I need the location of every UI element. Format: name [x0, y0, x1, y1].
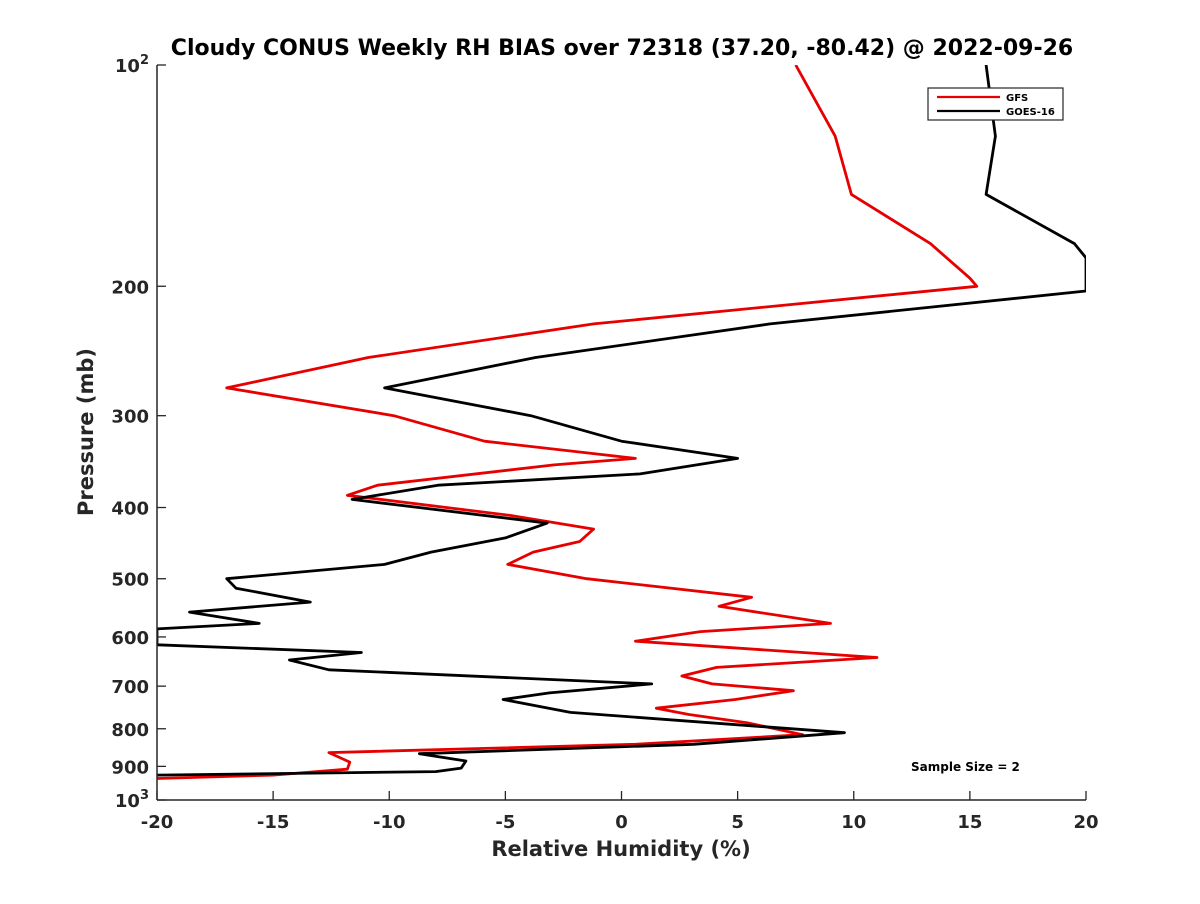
x-tick-label: -10	[373, 812, 406, 833]
series-line-gfs	[157, 65, 979, 780]
x-axis-label: Relative Humidity (%)	[491, 837, 750, 861]
y-tick-label: 500	[111, 570, 149, 591]
x-tick-label: 20	[1073, 812, 1098, 833]
x-tick-label: -5	[495, 812, 515, 833]
x-axis-ticks: -20 -15 -10 -5 0 5 10 15 20	[141, 791, 1099, 833]
y-tick-label: 600	[111, 628, 149, 649]
y-tick-label: 200	[111, 277, 149, 298]
plot-background	[157, 65, 1086, 800]
legend-label-gfs: GFS	[1006, 93, 1028, 104]
series-layer	[157, 65, 1086, 780]
x-tick-label: -15	[257, 812, 290, 833]
x-tick-label: 5	[731, 812, 744, 833]
y-tick-label: 900	[111, 757, 149, 778]
sample-size-annotation: Sample Size = 2	[911, 760, 1020, 774]
y-tick-label: 800	[111, 720, 149, 741]
x-tick-label: 0	[615, 812, 628, 833]
y-tick-label: 300	[111, 407, 149, 428]
chart-title: Cloudy CONUS Weekly RH BIAS over 72318 (…	[171, 36, 1073, 61]
legend-box	[927, 87, 1064, 121]
y-axis-label: Pressure (mb)	[74, 348, 98, 516]
plot-area	[157, 65, 1086, 800]
x-tick-label: -20	[141, 812, 174, 833]
y-tick-label: 400	[111, 499, 149, 520]
legend: GFS GOES-16	[927, 87, 1064, 121]
legend-label-goes16: GOES-16	[1006, 107, 1055, 118]
x-tick-label: 10	[841, 812, 866, 833]
series-line-goes16	[157, 65, 1086, 777]
y-tick-label: 700	[111, 677, 149, 698]
x-tick-label: 15	[957, 812, 982, 833]
